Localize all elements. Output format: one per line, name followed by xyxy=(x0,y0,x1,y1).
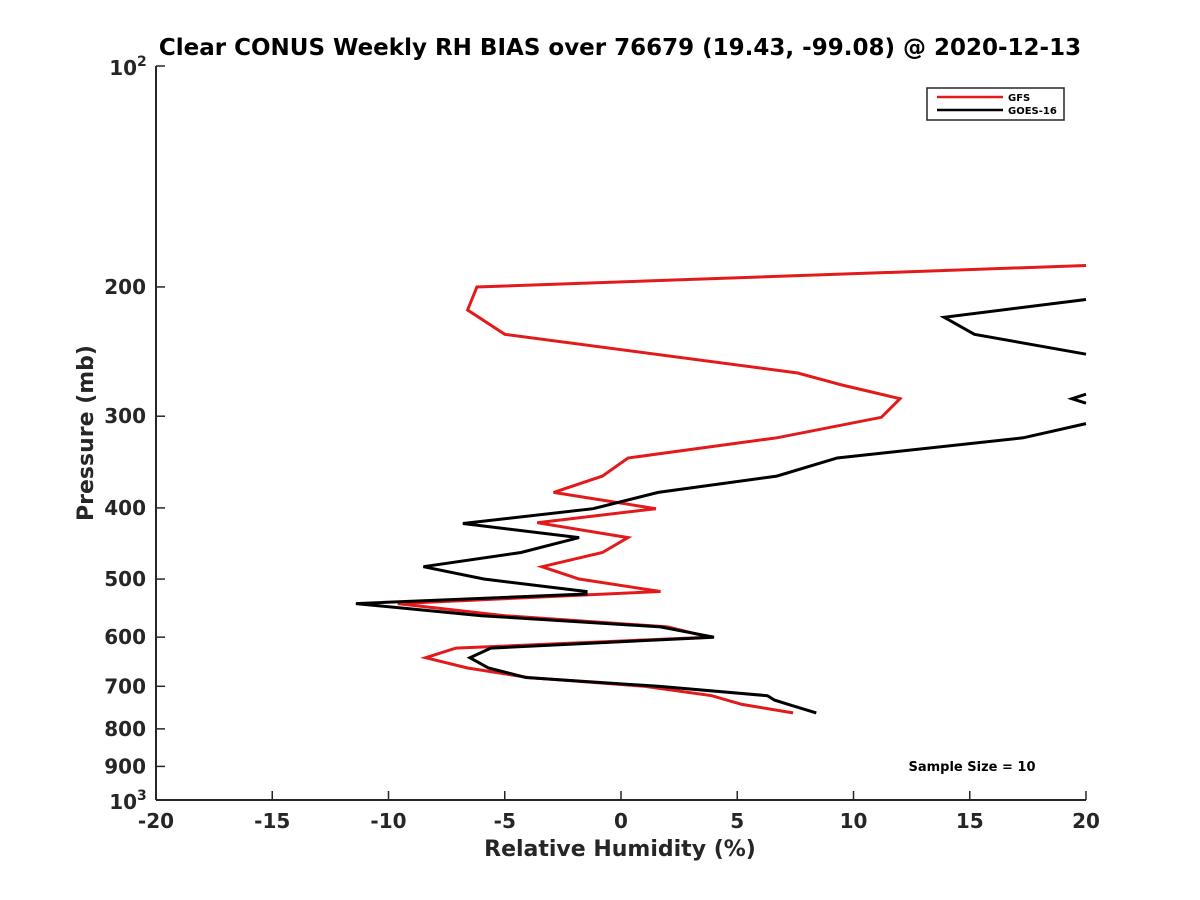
y-tick-bottom-base: 10 xyxy=(109,790,137,814)
y-tick-label: 400 xyxy=(104,496,146,520)
y-axis-title: Pressure (mb) xyxy=(74,345,99,521)
series-line-gfs xyxy=(397,264,1087,715)
x-tick-label: -20 xyxy=(138,809,174,833)
x-tick-label: 0 xyxy=(614,809,628,833)
x-tick-label: 20 xyxy=(1072,809,1100,833)
legend-label-goes16: GOES-16 xyxy=(1008,106,1057,117)
series-layer xyxy=(355,264,1087,715)
legend-box xyxy=(926,87,1065,121)
legend-label-gfs: GFS xyxy=(1008,93,1030,104)
chart-title: Clear CONUS Weekly RH BIAS over 76679 (1… xyxy=(159,35,1081,61)
y-tick-top-base: 10 xyxy=(109,56,137,80)
x-tick-label: 15 xyxy=(956,809,984,833)
y-tick-label: 500 xyxy=(104,567,146,591)
x-axis-title: Relative Humidity (%) xyxy=(484,837,756,862)
x-tick-label: 10 xyxy=(840,809,868,833)
x-tick-label: -5 xyxy=(494,809,516,833)
y-ticks: 200 300 400 500 600 700 800 900 xyxy=(104,65,165,801)
y-tick-label: 800 xyxy=(104,717,146,741)
y-tick-label-bottom: 103 xyxy=(109,788,147,814)
y-tick-label: 300 xyxy=(104,404,146,428)
sample-size-annotation: Sample Size = 10 xyxy=(908,760,1035,775)
y-tick-label: 700 xyxy=(104,674,146,698)
series-line-goes-16 xyxy=(355,298,1087,715)
plot-area: -20 -15 -10 -5 0 5 10 15 20 200 300 400 500 600 700 80… xyxy=(104,65,1100,833)
legend: GFS GOES-16 xyxy=(926,87,1065,121)
x-tick-label: -10 xyxy=(370,809,406,833)
y-tick-label-top: 102 xyxy=(109,54,147,80)
x-tick-label: 5 xyxy=(730,809,744,833)
y-tick-top-exp: 2 xyxy=(137,54,147,70)
y-tick-label: 900 xyxy=(104,754,146,778)
y-tick-label: 200 xyxy=(104,275,146,299)
y-tick-bottom-exp: 3 xyxy=(137,788,147,804)
x-tick-label: -15 xyxy=(254,809,290,833)
y-tick-label: 600 xyxy=(104,625,146,649)
x-ticks: -20 -15 -10 -5 0 5 10 15 20 xyxy=(138,791,1100,833)
